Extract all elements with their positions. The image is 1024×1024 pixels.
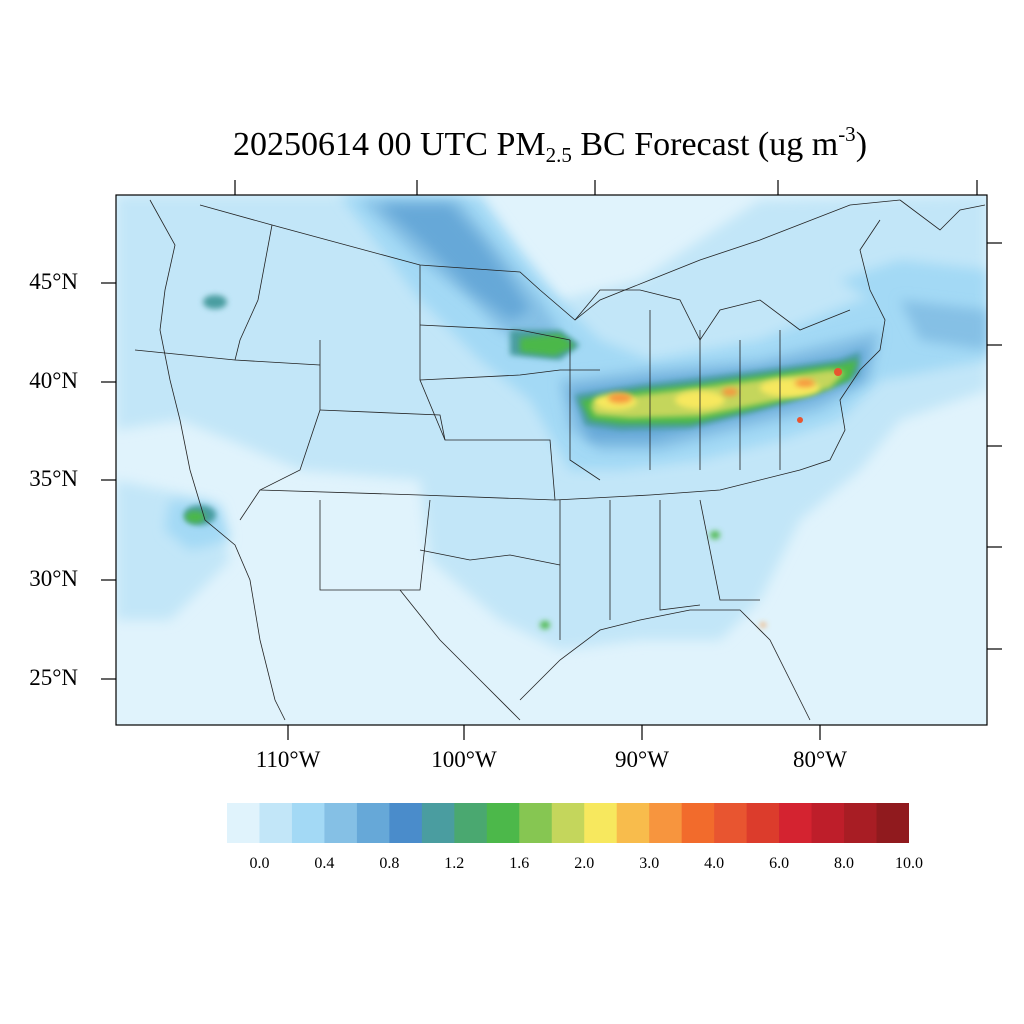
colorbar-swatch (584, 803, 618, 843)
colorbar-swatch (291, 803, 325, 843)
colorbar-swatch (259, 803, 293, 843)
colorbar-label: 0.8 (379, 855, 400, 872)
colorbar-swatch (681, 803, 715, 843)
map-frame (115, 194, 988, 726)
colorbar-label: 6.0 (769, 855, 790, 872)
title-superscript: -3 (838, 122, 856, 146)
title-text: 20250614 00 UTC PM2.5 BC Forecast (ug m-… (233, 122, 867, 168)
colorbar-label: 8.0 (834, 855, 854, 872)
colorbar-swatch (616, 803, 650, 843)
tick-marks (101, 180, 1002, 740)
lon-label-100w: 100°W (431, 747, 497, 772)
colorbar-swatch (454, 803, 488, 843)
colorbar-swatch (649, 803, 683, 843)
colorbar-swatch (811, 803, 845, 843)
lat-label-35n: 35°N (29, 466, 78, 491)
colorbar-swatch (421, 803, 455, 843)
colorbar-swatch (746, 803, 780, 843)
lat-label-40n: 40°N (29, 368, 78, 393)
colorbar-swatch (519, 803, 553, 843)
colorbar-label: 2.0 (574, 855, 595, 872)
colorbar-swatch (779, 803, 813, 843)
colorbar-label: 10.0 (895, 855, 923, 872)
lon-label-80w: 80°W (793, 747, 847, 772)
colorbar-label: 3.0 (639, 855, 660, 872)
boundary-lines (134, 199, 986, 721)
colorbar-swatch (389, 803, 423, 843)
colorbar-label: 1.2 (444, 855, 465, 872)
colorbar-label: 0.0 (249, 855, 270, 872)
colorbar-swatch (714, 803, 748, 843)
lon-label-90w: 90°W (615, 747, 669, 772)
colorbar-swatch (486, 803, 520, 843)
title-subscript: 2.5 (545, 143, 572, 167)
lat-label-30n: 30°N (29, 566, 78, 591)
colorbar-label: 0.4 (314, 855, 335, 872)
title-suffix: ) (855, 126, 868, 163)
title-middle: BC Forecast (ug m (571, 126, 839, 163)
colorbar-swatch (227, 803, 260, 843)
map-title: 20250614 00 UTC PM2.5 BC Forecast (ug m-… (0, 122, 1024, 168)
lat-label-45n: 45°N (29, 269, 78, 294)
lon-label-110w: 110°W (255, 747, 321, 772)
colorbar-swatch (551, 803, 585, 843)
colorbar-label: 4.0 (704, 855, 725, 872)
colorbar-swatch (844, 803, 878, 843)
colorbar-swatch (356, 803, 390, 843)
colorbar (227, 803, 909, 843)
colorbar-swatch (876, 803, 909, 843)
title-prefix: 20250614 00 UTC PM (232, 126, 546, 163)
lat-label-25n: 25°N (29, 665, 78, 690)
colorbar-swatch (324, 803, 358, 843)
colorbar-label: 1.6 (509, 855, 530, 872)
